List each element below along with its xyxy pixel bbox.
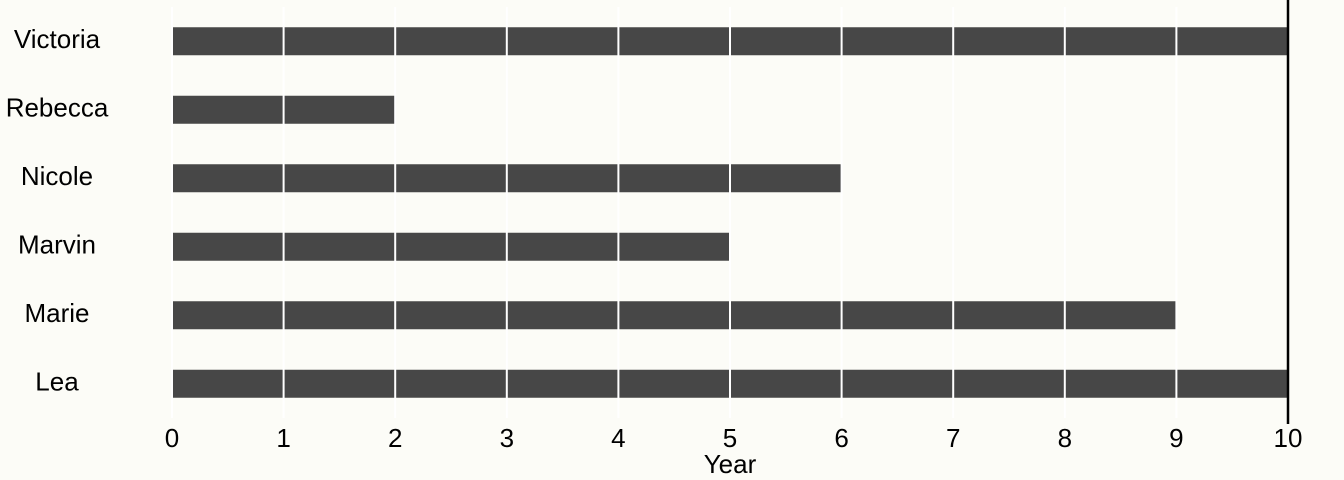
x-tick-label: 6 bbox=[834, 423, 848, 453]
x-tick-label: 5 bbox=[723, 423, 737, 453]
x-tick-label: 1 bbox=[276, 423, 290, 453]
y-tick-label: Marie bbox=[24, 298, 89, 328]
x-tick-label: 2 bbox=[388, 423, 402, 453]
x-tick-label: 9 bbox=[1169, 423, 1183, 453]
y-tick-label: Marvin bbox=[18, 230, 96, 260]
x-tick-label: 7 bbox=[946, 423, 960, 453]
y-tick-label: Lea bbox=[35, 367, 79, 397]
y-tick-label: Rebecca bbox=[6, 93, 109, 123]
x-tick-label: 10 bbox=[1274, 423, 1303, 453]
bar bbox=[172, 301, 1177, 330]
x-tick-label: 4 bbox=[611, 423, 625, 453]
y-tick-label: Nicole bbox=[21, 161, 93, 191]
x-tick-label: 3 bbox=[500, 423, 514, 453]
x-tick-label: 8 bbox=[1058, 423, 1072, 453]
x-axis-label: Year bbox=[704, 449, 757, 479]
y-tick-label: Victoria bbox=[14, 24, 101, 54]
bar bbox=[172, 232, 730, 261]
x-tick-label: 0 bbox=[165, 423, 179, 453]
